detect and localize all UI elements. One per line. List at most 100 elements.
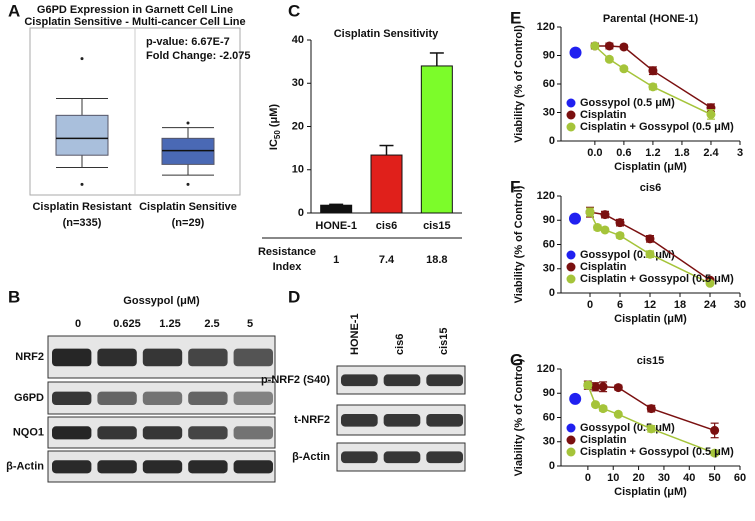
y-tick-label: 0 (298, 207, 304, 219)
category-label: Cisplatin Sensitive (139, 201, 237, 213)
y-axis-label: Viability (% of Control) (513, 25, 525, 143)
chart-title: cis6 (640, 182, 661, 194)
band (142, 348, 183, 367)
row-label: NQO1 (13, 426, 44, 438)
point (646, 424, 656, 434)
y-tick-label: 90 (543, 49, 555, 61)
band (383, 374, 421, 387)
chart-title: Cisplatin Sensitivity (334, 28, 439, 40)
point (569, 46, 582, 59)
point (585, 207, 595, 217)
legend-marker (566, 274, 576, 284)
legend-marker (566, 447, 576, 457)
row-label: β-Actin (6, 460, 44, 472)
x-tick-label: cis15 (423, 220, 451, 232)
lane-label: 2.5 (204, 318, 219, 330)
bar (320, 204, 353, 214)
row-label: G6PD (14, 392, 44, 404)
blot-title: Gossypol (μM) (123, 295, 200, 307)
lane-label: 1.25 (159, 318, 180, 330)
band (188, 460, 228, 474)
x-tick-label: cis6 (376, 220, 397, 232)
x-tick-label: 3 (737, 147, 743, 159)
n-label: (n=335) (63, 217, 102, 229)
band (142, 426, 183, 440)
x-tick-label: 24 (704, 299, 717, 311)
band (341, 451, 378, 464)
legend-marker (566, 110, 576, 120)
x-tick-label: 0.6 (616, 147, 631, 159)
point (710, 448, 720, 458)
y-tick-label: 90 (543, 387, 555, 399)
y-tick-label: 60 (543, 238, 555, 250)
lane-label: 0 (75, 318, 81, 330)
panel-letter: E (510, 8, 521, 27)
legend-label: Cisplatin (580, 261, 627, 273)
outlier (80, 57, 84, 61)
band (426, 414, 463, 427)
band (52, 426, 92, 440)
panel-letter: A (8, 1, 20, 20)
x-tick-label: 50 (709, 472, 721, 484)
point (604, 54, 614, 64)
y-axis-label: Viability (% of Control) (513, 358, 525, 476)
band (52, 391, 92, 406)
point (615, 231, 625, 241)
row-value: 1 (333, 254, 339, 266)
x-tick-label: 1.8 (674, 147, 689, 159)
band (97, 426, 137, 440)
y-label-sub: 50 (273, 130, 282, 139)
legend-label: Cisplatin + Gossypol (0.5 μM) (580, 121, 734, 133)
y-tick-label: 120 (537, 363, 555, 375)
point (648, 66, 658, 76)
band (426, 374, 463, 387)
x-tick-label: HONE-1 (315, 220, 357, 232)
band (97, 460, 137, 474)
band (233, 348, 273, 367)
band (341, 414, 378, 427)
legend-label: Cisplatin + Gossypol (0.5 μM) (580, 273, 734, 285)
x-tick-label: 6 (617, 299, 623, 311)
y-axis-label: IC50 (μM) (268, 104, 282, 151)
chart-title: G6PD Expression in Garnett Cell Line (37, 4, 233, 16)
panel-letter: G (510, 350, 523, 369)
legend-marker (566, 435, 576, 445)
legend-marker (566, 262, 576, 272)
band (52, 348, 92, 367)
band (188, 348, 228, 367)
x-tick-label: 1.2 (645, 147, 660, 159)
y-axis-label: Viability (% of Control) (513, 185, 525, 303)
legend-marker (566, 250, 576, 260)
legend-marker (566, 122, 576, 132)
x-tick-label: 30 (658, 472, 670, 484)
point (590, 400, 600, 410)
y-tick-label: 30 (543, 436, 555, 448)
lane-label: cis15 (438, 327, 450, 355)
band (233, 460, 273, 474)
y-label-unit: (μM) (268, 104, 280, 131)
panel-letter: D (288, 287, 300, 306)
x-tick-label: 0 (585, 472, 591, 484)
point (705, 278, 715, 288)
point (613, 409, 623, 419)
lane-label: 5 (247, 318, 253, 330)
x-axis-label: Cisplatin (μM) (614, 313, 687, 325)
point (619, 64, 629, 74)
category-label: Cisplatin Resistant (32, 201, 131, 213)
subtitle: Cisplatin Sensitive - Multi-cancer Cell … (24, 16, 245, 28)
point (646, 404, 656, 414)
y-tick-label: 120 (537, 190, 555, 202)
panel-letter: C (288, 1, 300, 20)
y-tick-label: 0 (549, 135, 555, 147)
x-tick-label: 12 (644, 299, 656, 311)
point (600, 210, 610, 220)
point (598, 382, 608, 392)
legend-marker (566, 98, 576, 108)
x-axis-label: Cisplatin (μM) (614, 161, 687, 173)
x-axis-label: Cisplatin (μM) (614, 486, 687, 498)
point (569, 212, 581, 225)
x-tick-label: 30 (734, 299, 746, 311)
y-tick-label: 0 (549, 460, 555, 472)
band (383, 414, 421, 427)
row-label: NRF2 (15, 351, 44, 363)
